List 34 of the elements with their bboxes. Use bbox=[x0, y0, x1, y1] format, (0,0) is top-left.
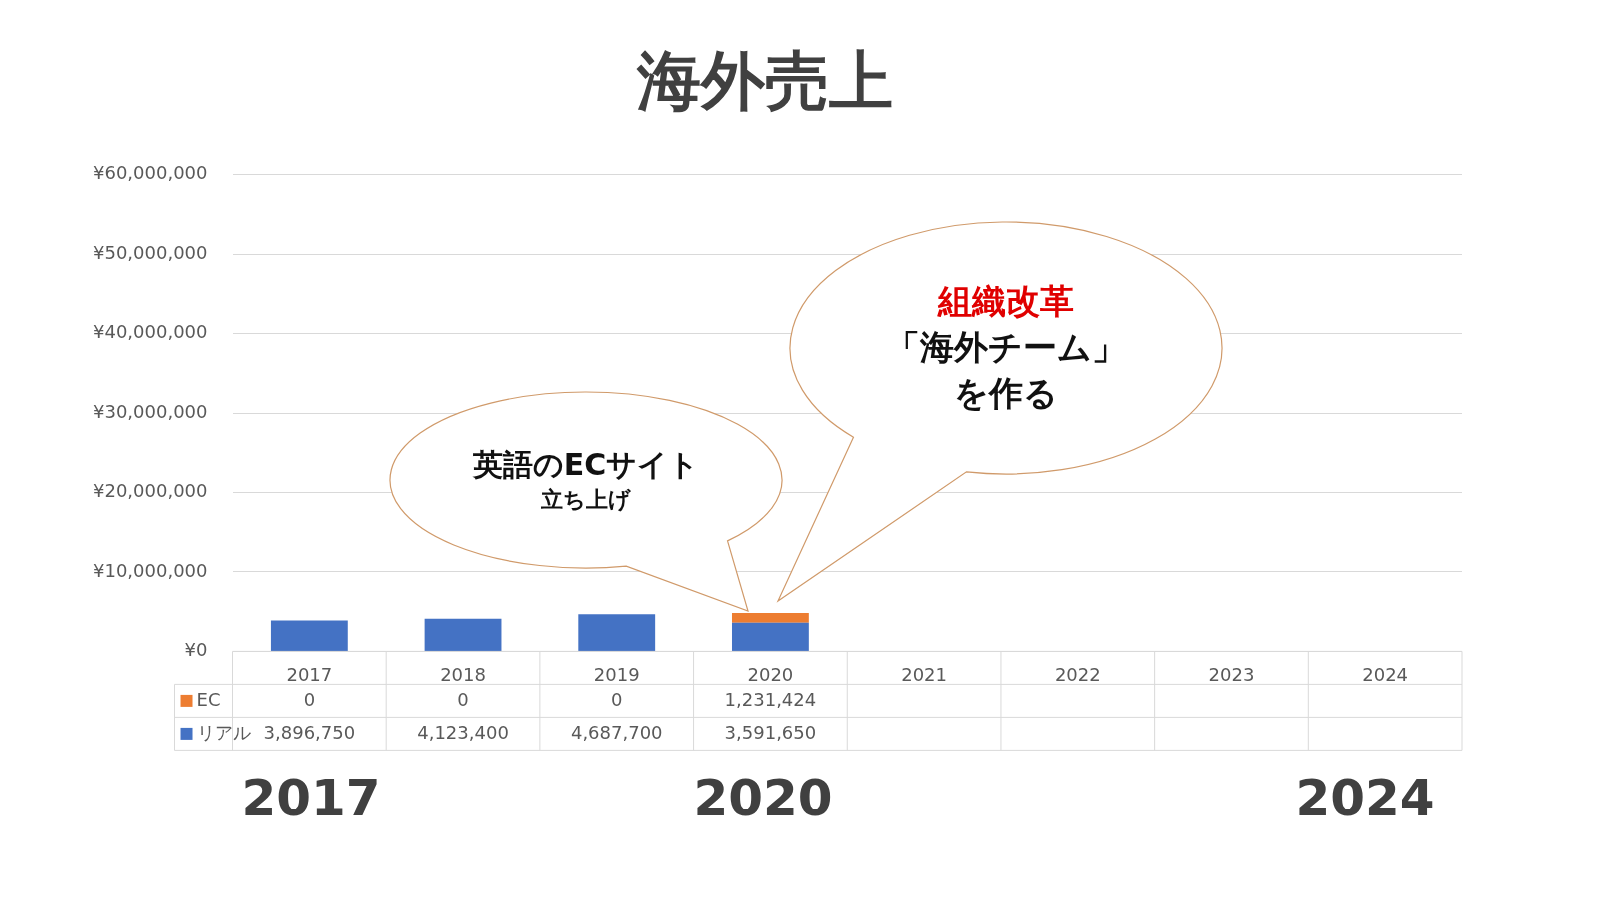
data-label: 1,231,424 bbox=[724, 688, 817, 710]
x-tick-label: 2019 bbox=[593, 663, 640, 685]
y-tick-label: ¥0 bbox=[184, 639, 208, 661]
x-tick-label: 2020 bbox=[747, 663, 794, 685]
x-tick-label: 2018 bbox=[440, 663, 486, 685]
annotation: 「海外チーム」 bbox=[886, 326, 1126, 370]
data-label: 3,591,650 bbox=[724, 721, 817, 743]
x-tick-label: 2021 bbox=[901, 663, 948, 685]
y-tick-label: ¥60,000,000 bbox=[93, 162, 208, 184]
chart-title: 海外売上 bbox=[636, 44, 893, 119]
annotation: 組織改革 bbox=[938, 280, 1074, 324]
data-label: 0 bbox=[303, 688, 316, 710]
legend-label: EC bbox=[196, 688, 221, 710]
annotation: 英語のECサイト bbox=[472, 445, 700, 484]
x-tick-label: 2023 bbox=[1208, 663, 1255, 685]
data-label: 0 bbox=[457, 688, 469, 710]
annotation: を作る bbox=[954, 371, 1058, 415]
x-tick-label: 2017 bbox=[286, 663, 333, 685]
y-tick-label: ¥10,000,000 bbox=[93, 559, 208, 581]
data-label: 3,896,750 bbox=[263, 721, 356, 743]
annotation: 立ち上げ bbox=[541, 486, 631, 515]
y-tick-label: ¥40,000,000 bbox=[93, 321, 208, 343]
text: 2024 bbox=[1294, 769, 1436, 828]
y-tick-label: ¥30,000,000 bbox=[93, 400, 208, 422]
legend-label: リアル bbox=[196, 721, 251, 743]
x-tick-label: 2022 bbox=[1054, 663, 1101, 685]
y-tick-label: ¥50,000,000 bbox=[93, 241, 208, 263]
data-label: 4,123,400 bbox=[417, 721, 509, 743]
text: 2020 bbox=[692, 769, 834, 828]
text: 2017 bbox=[240, 769, 382, 828]
y-tick-label: ¥20,000,000 bbox=[93, 480, 208, 502]
data-label: 4,687,700 bbox=[570, 721, 663, 743]
data-label: 0 bbox=[611, 688, 623, 710]
x-tick-label: 2024 bbox=[1362, 663, 1409, 685]
